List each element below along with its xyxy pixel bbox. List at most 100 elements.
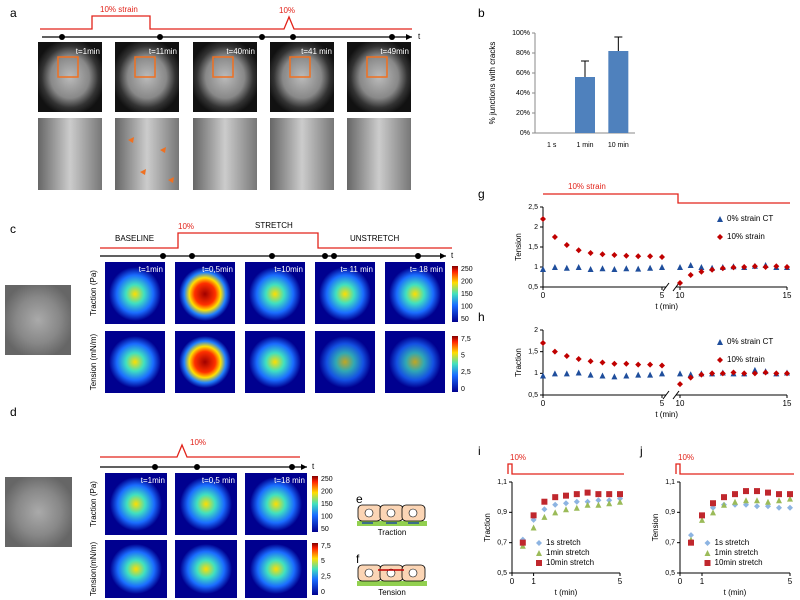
heat-blob (109, 267, 161, 321)
panel-label: e (356, 492, 363, 506)
y-tick-label: 0,7 (497, 540, 507, 547)
heat-blob (389, 267, 441, 321)
marker (659, 370, 665, 377)
x-tick-label: 0 (541, 399, 546, 408)
time-dot (194, 464, 200, 470)
bar (608, 51, 629, 133)
colorbar (312, 543, 318, 595)
colorbar (312, 476, 318, 532)
marker (587, 358, 594, 365)
marker (611, 252, 618, 258)
marker (687, 371, 694, 378)
marker (551, 264, 558, 270)
marker (732, 491, 738, 498)
region-box (57, 56, 79, 78)
nucleus (408, 508, 418, 518)
marker (698, 264, 705, 270)
marker (710, 509, 716, 516)
marker (773, 370, 780, 377)
colorbar-label: 5 (461, 353, 465, 360)
phase-label: STRETCH (255, 221, 293, 230)
row-label: Traction (Pa) (89, 270, 98, 316)
time-label: t=41 min (301, 47, 332, 56)
heat-blob (179, 336, 231, 388)
colorbar-label: 100 (321, 513, 333, 520)
legend-marker (536, 560, 542, 566)
marker (647, 361, 654, 368)
marker (751, 370, 758, 377)
marker (623, 265, 630, 272)
bar (575, 77, 595, 133)
marker (730, 369, 737, 376)
y-tick-label: 0,5 (528, 392, 538, 399)
marker (635, 361, 642, 368)
legend-label: 0% strain CT (727, 337, 773, 346)
time-label: t=18 min (274, 476, 305, 485)
marker (754, 503, 760, 510)
micrograph-zoom (38, 118, 102, 190)
x-tick-label: 10 (676, 291, 685, 300)
y-tick-label: 60% (516, 70, 530, 77)
time-label: t=11min (149, 47, 177, 56)
y-axis-label: % junctions with cracks (488, 42, 497, 125)
marker (551, 370, 558, 377)
panel-label: j (639, 444, 643, 458)
marker (784, 370, 790, 377)
micrograph-zoom (270, 118, 334, 190)
marker (617, 495, 623, 502)
x-tick-label: 15 (783, 291, 792, 300)
marker (575, 247, 582, 254)
marker (699, 512, 705, 519)
y-tick-label: 0,9 (497, 509, 507, 516)
nucleus (364, 508, 374, 518)
legend-marker (536, 550, 542, 556)
y-tick-label: 0,7 (665, 540, 675, 547)
marker (575, 356, 582, 363)
x-axis-label: t (min) (724, 588, 747, 597)
colorbar-label: 0 (461, 386, 465, 393)
marker (541, 498, 548, 505)
marker (623, 360, 630, 367)
y-tick-label: 1,1 (497, 479, 507, 486)
region-box (366, 56, 388, 78)
marker (635, 265, 642, 272)
crack-arrow (128, 137, 134, 143)
time-dot (289, 464, 295, 470)
marker (710, 504, 716, 511)
marker (765, 489, 771, 496)
marker (519, 542, 526, 549)
marker (687, 272, 694, 278)
time-dot (160, 253, 166, 259)
heat-blob (249, 267, 301, 321)
arrow-head (440, 253, 446, 259)
y-axis-label: Traction (483, 513, 492, 542)
marker (617, 491, 623, 498)
x-tick-label: 0 (510, 577, 515, 586)
marker (573, 504, 580, 511)
y-tick-label: 100% (512, 30, 530, 37)
colorbar-label: 200 (461, 278, 473, 285)
marker (698, 268, 705, 275)
time-label: t=1min (139, 265, 163, 274)
marker (730, 264, 737, 271)
strain-protocol (543, 193, 790, 204)
marker (699, 516, 705, 523)
time-dot (157, 34, 163, 40)
marker (540, 372, 546, 379)
colorbar-label: 5 (321, 558, 325, 565)
marker (719, 370, 726, 377)
colorbar-label: 0 (321, 589, 325, 596)
colorbar-label: 2,5 (461, 369, 471, 376)
marker (659, 362, 665, 369)
y-tick-label: 20% (516, 110, 530, 117)
strain-protocol (40, 15, 412, 30)
legend-label: 1min stretch (546, 548, 590, 557)
marker (563, 506, 569, 513)
annotation: 10% strain (568, 182, 606, 191)
x-tick-label: 1 (531, 577, 536, 586)
marker (698, 371, 705, 378)
arrow-head (301, 464, 307, 470)
marker (659, 264, 665, 270)
marker (776, 491, 782, 498)
x-tick-label: 5 (788, 577, 793, 586)
